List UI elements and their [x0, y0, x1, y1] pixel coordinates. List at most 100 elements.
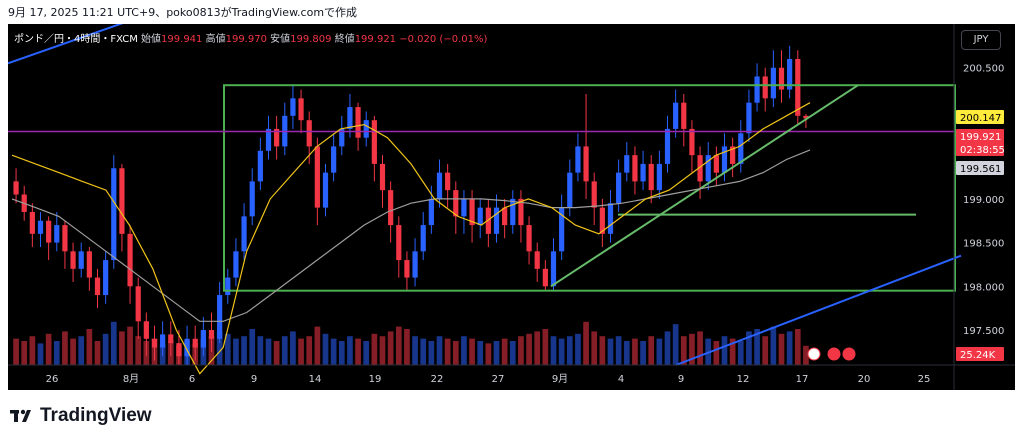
time-tick-label: 4 — [618, 374, 624, 385]
candle-body — [184, 338, 190, 357]
candle-body — [290, 98, 296, 116]
high-value: 199.970 — [225, 34, 267, 45]
candle-body — [534, 251, 540, 269]
volume-bar — [338, 341, 345, 365]
price-tag-countdown-bg — [956, 142, 1004, 156]
candle-body — [787, 58, 793, 90]
candle-body — [274, 128, 280, 147]
event-flag-icon[interactable] — [827, 347, 841, 361]
chart-panel[interactable]: 200.500 199.000 198.500 198.000 197.500 26 8月 6… — [8, 24, 1015, 390]
candle-body — [396, 225, 402, 261]
candle-body — [176, 343, 182, 357]
volume-bar — [330, 338, 337, 365]
time-tick-label: 9 — [251, 374, 257, 385]
volume-bar — [436, 336, 443, 365]
volume-bar — [713, 341, 720, 365]
candle-body — [428, 198, 434, 226]
volume-bar — [70, 338, 76, 365]
volume-bar — [314, 326, 321, 365]
volume-bar — [412, 336, 418, 365]
candle-body — [567, 172, 573, 208]
volume-bar — [45, 333, 52, 365]
candle-body — [591, 181, 597, 208]
candle-body — [746, 102, 752, 134]
candle-body — [713, 155, 719, 173]
candle-body — [453, 190, 459, 217]
volume-bar — [53, 341, 60, 365]
volume-bar — [526, 333, 532, 365]
candle-body — [502, 207, 508, 226]
candle-body — [754, 76, 760, 103]
channel-line-lower[interactable] — [675, 254, 962, 366]
candle-body — [559, 207, 565, 252]
volume-bar — [379, 336, 386, 365]
volume-bar — [689, 333, 695, 365]
event-flag-icon[interactable] — [807, 347, 821, 361]
candle-body — [331, 146, 337, 173]
volume-bar — [737, 341, 744, 365]
candle-body — [461, 198, 467, 217]
volume-bar — [680, 336, 687, 365]
candle-body — [803, 115, 809, 119]
volume-bar — [461, 336, 467, 365]
range-rectangle[interactable] — [223, 84, 956, 292]
candle-body — [314, 146, 320, 208]
event-flag-icon[interactable] — [842, 347, 856, 361]
candle-body — [322, 172, 329, 208]
candle-body — [257, 150, 263, 182]
price-tick-label: 197.500 — [963, 326, 1004, 337]
candle-body — [616, 172, 622, 204]
volume-bar — [387, 331, 394, 365]
candle-body — [379, 163, 386, 191]
candle-body — [778, 67, 785, 90]
volume-bar — [575, 333, 581, 365]
volume-bar — [257, 336, 264, 365]
candle-body — [200, 330, 206, 348]
candle-body — [241, 216, 247, 252]
time-tick-label: 20 — [858, 374, 871, 385]
volume-bar — [729, 338, 736, 365]
currency-button[interactable]: JPY — [961, 30, 1001, 50]
candle-body — [208, 330, 215, 339]
volume-bar — [550, 336, 557, 365]
tradingview-logo[interactable]: TradingView — [10, 405, 152, 427]
channel-line-upper[interactable] — [8, 24, 170, 65]
candle-body — [493, 207, 500, 234]
candle-body — [526, 225, 532, 252]
time-tick-label: 22 — [431, 374, 444, 385]
volume-bar — [754, 329, 760, 365]
candle-body — [420, 225, 426, 252]
time-tick-label: 17 — [796, 374, 809, 385]
candle-body — [151, 338, 158, 348]
volume-bar — [127, 326, 133, 365]
price-chart[interactable]: 200.500 199.000 198.500 198.000 197.500 26 8月 6… — [8, 24, 1015, 390]
volume-bar — [78, 336, 85, 365]
candle-body — [673, 102, 679, 129]
low-label: 安値 — [270, 34, 291, 45]
chart-caption: 9月 17, 2025 11:21 UTC+9、poko0813がTrading… — [8, 6, 358, 19]
ascending-trendline[interactable] — [550, 84, 859, 288]
volume-bar — [558, 338, 565, 365]
candle-body — [168, 334, 174, 344]
candle-body — [599, 207, 605, 234]
volume-bar — [322, 333, 329, 365]
volume-bar — [404, 329, 410, 365]
candle-body — [681, 102, 687, 129]
candle-body — [388, 190, 394, 226]
time-tick-label: 12 — [737, 374, 750, 385]
time-tick-label: 25 — [918, 374, 931, 385]
candle-body — [363, 120, 369, 138]
volume-bar — [452, 341, 459, 365]
volume-bar — [420, 338, 427, 365]
candle-body — [62, 225, 68, 252]
symbol-legend: ポンド／円・4時間・FXCM 始値199.941 高値199.970 安値199… — [14, 30, 487, 45]
candle-body — [29, 211, 35, 234]
candle-body — [575, 146, 581, 173]
volume-bar — [640, 341, 646, 365]
candle-body — [510, 198, 516, 226]
candle-body — [70, 251, 76, 269]
candle-body — [306, 120, 312, 147]
price-tag-last-bg — [956, 129, 1004, 143]
price-tag-level-bg — [956, 110, 1004, 124]
candle-body — [111, 168, 117, 261]
